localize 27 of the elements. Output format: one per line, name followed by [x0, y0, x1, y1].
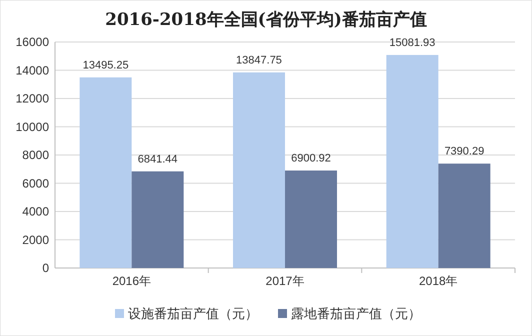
bar [80, 77, 132, 268]
bar [132, 171, 184, 268]
y-tick-label: 10000 [16, 120, 50, 134]
bar [233, 72, 285, 268]
bar [438, 164, 490, 268]
data-label: 6900.92 [291, 152, 331, 165]
y-tick-label: 12000 [16, 92, 50, 106]
y-tick-label: 4000 [22, 204, 50, 218]
x-tick-label: 2017年 [266, 274, 304, 288]
legend-label: 露地番茄亩产值（元） [291, 306, 421, 321]
y-tick-label: 0 [42, 261, 50, 275]
y-tick-label: 6000 [22, 176, 50, 190]
legend-label: 设施番茄亩产值（元） [128, 306, 258, 321]
y-tick-label: 16000 [16, 35, 50, 49]
data-label: 13495.25 [82, 59, 129, 72]
data-label: 7390.29 [444, 146, 484, 158]
x-tick-label: 2016年 [112, 274, 152, 288]
data-label: 13847.75 [236, 54, 282, 66]
x-tick-label: 2018年 [418, 274, 458, 288]
data-label: 15081.93 [389, 36, 436, 49]
y-tick-label: 8000 [22, 148, 50, 162]
y-tick-label: 14000 [16, 63, 50, 78]
bar [386, 54, 438, 268]
chart-title: 2016-2018年全国(省份平均)番茄亩产值 [105, 10, 427, 30]
y-tick-label: 2000 [22, 232, 50, 247]
bar [285, 170, 337, 268]
data-label: 6841.44 [138, 153, 178, 166]
